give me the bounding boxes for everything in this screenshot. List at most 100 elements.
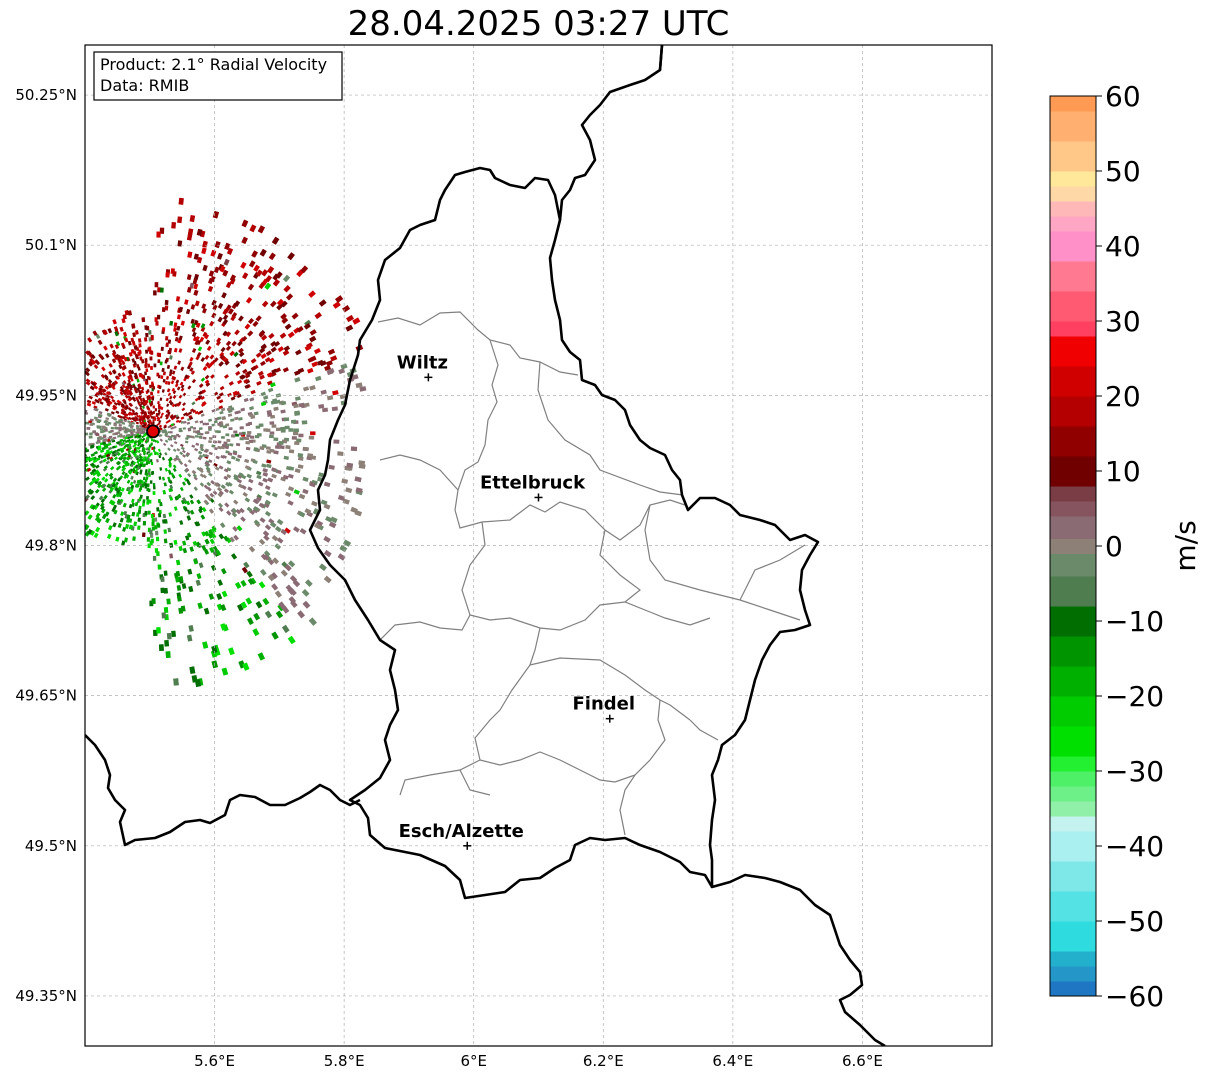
echo-cell: [129, 396, 133, 401]
echo-cell: [132, 428, 136, 431]
echo-cell: [206, 486, 212, 492]
echo-cell: [148, 468, 151, 472]
echo-cell: [87, 488, 93, 494]
echo-cell: [166, 403, 170, 408]
echo-cell: [227, 413, 233, 417]
echo-cell: [130, 377, 134, 382]
echo-cell: [144, 371, 148, 376]
echo-cell: [149, 356, 153, 361]
echo-cell: [224, 242, 231, 251]
echo-cell: [208, 451, 213, 456]
colorbar-tick-label: 0: [1105, 530, 1123, 563]
echo-cell: [221, 444, 227, 448]
echo-cell: [198, 450, 203, 455]
echo-cell: [165, 651, 171, 659]
colorbar-band: [1050, 111, 1096, 142]
echo-cell: [192, 331, 197, 338]
echo-cell: [105, 394, 111, 399]
echo-cell: [173, 322, 178, 328]
echo-cell: [239, 507, 245, 514]
echo-cell: [119, 326, 124, 332]
echo-cell: [193, 253, 199, 260]
echo-cell: [156, 372, 160, 377]
echo-cell: [134, 449, 139, 454]
echo-cell: [150, 350, 154, 355]
echo-cell: [278, 601, 286, 610]
echo-cell: [148, 446, 151, 450]
echo-cell: [167, 431, 171, 434]
echo-cell: [211, 645, 218, 654]
echo-cell: [219, 385, 225, 391]
echo-cell: [154, 408, 157, 412]
echo-cell: [198, 467, 204, 472]
echo-cell: [213, 420, 218, 424]
echo-cell: [196, 351, 202, 357]
echo-cell: [189, 356, 194, 362]
echo-cell: [246, 473, 252, 479]
echo-cell: [99, 401, 104, 405]
echo-cell: [103, 374, 109, 379]
lat-tick-label: 49.5°N: [25, 837, 77, 855]
echo-cell: [194, 420, 199, 424]
echo-cell: [117, 434, 121, 438]
echo-cell: [234, 300, 241, 307]
echo-cell: [173, 678, 179, 686]
echo-cell: [133, 360, 137, 366]
echo-cell: [189, 494, 194, 499]
echo-cell: [142, 499, 146, 504]
colorbar-band: [1050, 696, 1096, 727]
echo-cell: [157, 564, 162, 570]
echo-cell: [153, 485, 156, 490]
echo-cell: [146, 537, 151, 542]
echo-cell: [195, 336, 200, 342]
echo-cell: [122, 365, 127, 370]
echo-cell: [129, 374, 133, 379]
echo-cell: [189, 282, 195, 289]
echo-cell: [136, 363, 140, 369]
echo-cell: [99, 384, 104, 389]
echo-cell: [168, 512, 172, 517]
colorbar-band: [1050, 171, 1096, 187]
echo-cell: [226, 247, 234, 255]
colorbar-tick-label: −30: [1105, 755, 1164, 788]
echo-cell: [212, 304, 218, 311]
echo-cell: [191, 401, 196, 406]
echo-cell: [137, 509, 142, 514]
echo-cell: [176, 448, 181, 452]
echo-cell: [128, 503, 133, 509]
echo-cell: [189, 214, 196, 223]
echo-cell: [298, 402, 305, 408]
echo-cell: [135, 417, 139, 421]
echo-cell: [279, 332, 287, 339]
echo-cell: [160, 587, 165, 594]
radar-site-marker: [146, 424, 160, 439]
echo-cell: [244, 458, 250, 463]
echo-cell: [143, 414, 147, 418]
echo-cell: [157, 523, 161, 528]
echo-cell: [144, 337, 148, 342]
echo-cell: [228, 489, 235, 495]
echo-cell: [169, 395, 173, 400]
echo-cell: [203, 607, 210, 615]
echo-cell: [199, 383, 204, 388]
echo-cell: [85, 453, 88, 458]
echo-cell: [259, 248, 267, 257]
echo-cell: [152, 491, 156, 495]
echo-cell: [89, 457, 95, 462]
colorbar-band: [1050, 426, 1096, 457]
echo-cell: [202, 240, 208, 248]
echo-cell: [323, 535, 331, 543]
echo-cell: [85, 381, 91, 386]
echo-cell: [108, 383, 113, 388]
echo-cell: [208, 277, 214, 285]
echo-cell: [93, 504, 99, 510]
echo-cell: [138, 343, 142, 348]
echo-cell: [116, 452, 121, 457]
echo-cell: [196, 228, 203, 236]
echo-cell: [215, 549, 222, 556]
colorbar-band: [1050, 501, 1096, 517]
echo-cell: [122, 502, 127, 508]
echo-cell: [162, 378, 166, 383]
echo-cell: [213, 440, 217, 444]
colorbar-band: [1050, 336, 1096, 367]
